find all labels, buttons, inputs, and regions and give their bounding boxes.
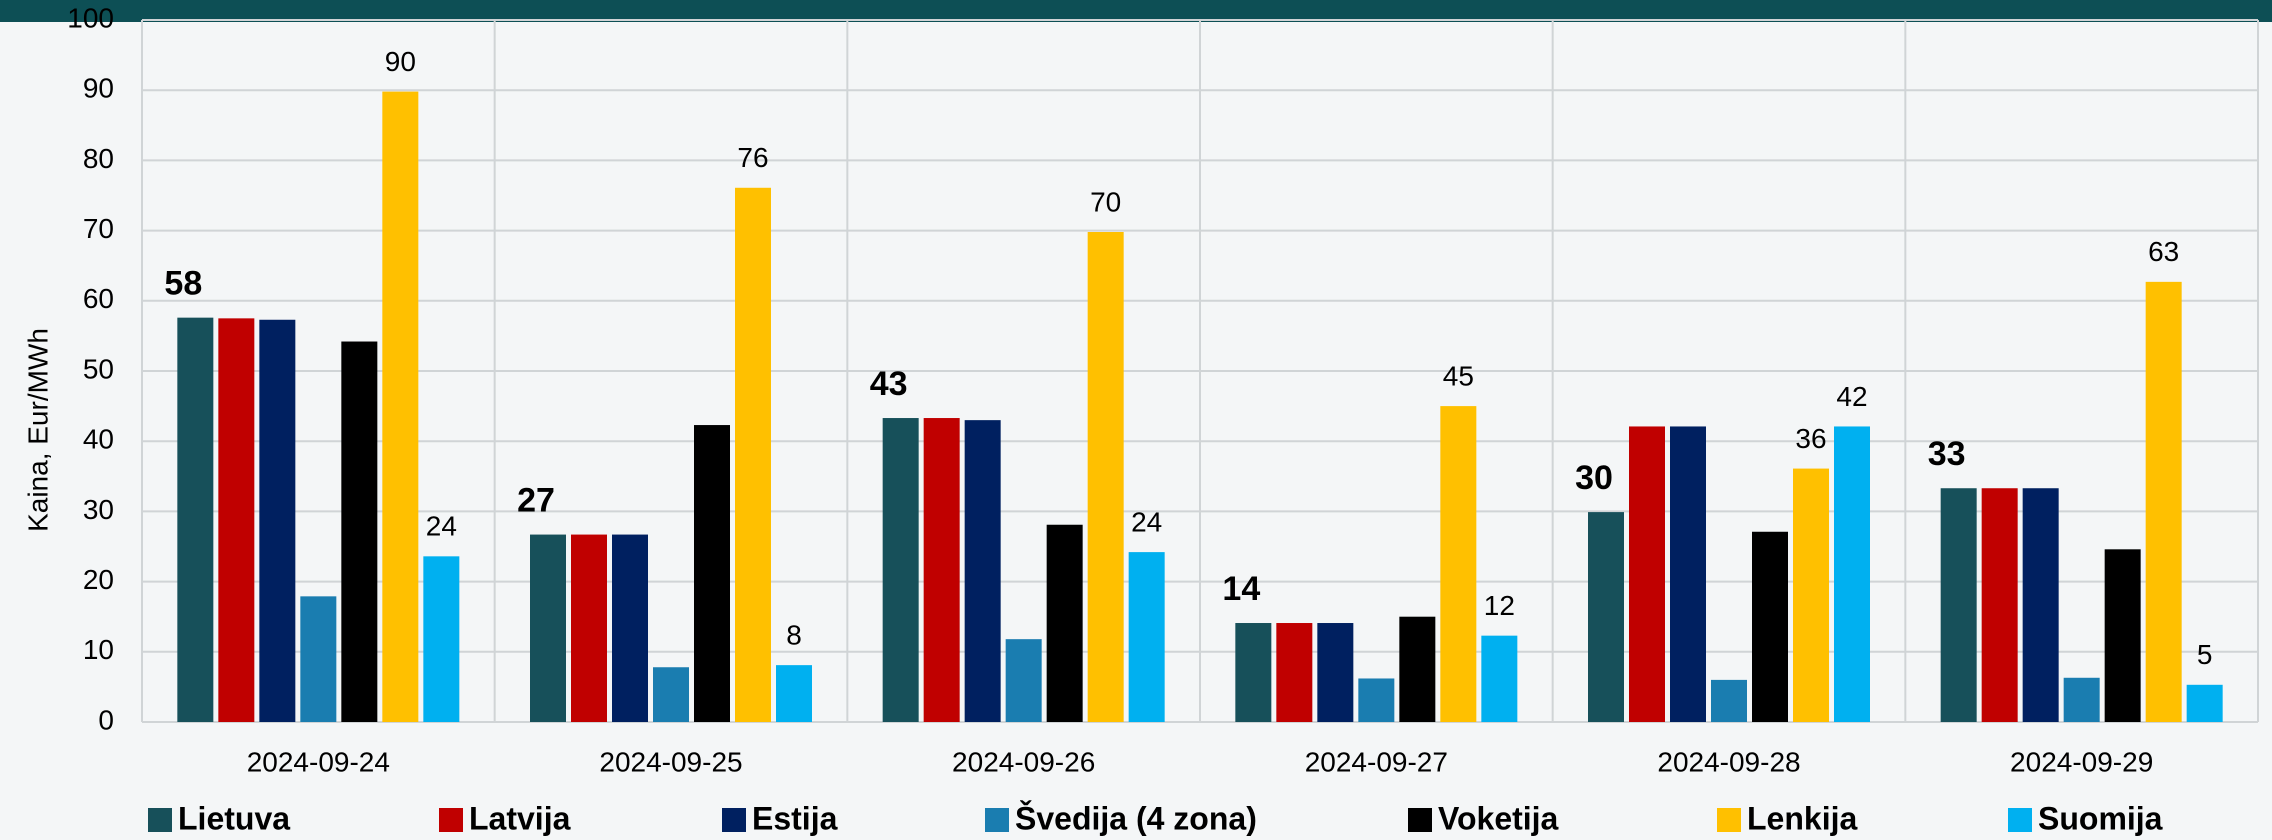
- y-tick-label: 40: [83, 424, 114, 455]
- data-label: 58: [164, 265, 202, 303]
- legend-label: Suomija: [2038, 800, 2163, 836]
- bar: [2145, 281, 2182, 722]
- data-label: 90: [385, 46, 416, 77]
- bar: [1087, 232, 1124, 722]
- bar: [1793, 468, 1829, 722]
- data-label: 24: [1131, 507, 1162, 538]
- x-tick-label: 2024-09-28: [1657, 746, 1800, 777]
- bar: [1317, 623, 1354, 722]
- data-label: 45: [1443, 360, 1474, 391]
- bar: [177, 317, 214, 722]
- x-tick-label: 2024-09-27: [1305, 746, 1448, 777]
- legend-label: Lietuva: [178, 800, 290, 836]
- bar: [776, 665, 812, 722]
- legend-label: Estija: [752, 800, 838, 836]
- bar: [1711, 679, 1747, 722]
- bar: [882, 418, 919, 722]
- y-tick-label: 50: [83, 353, 114, 384]
- x-tick-label: 2024-09-29: [2010, 746, 2153, 777]
- y-tick-label: 10: [83, 634, 114, 665]
- bar: [1276, 623, 1313, 722]
- bar: [1235, 623, 1272, 722]
- bar: [1629, 426, 1665, 722]
- data-label: 33: [1928, 435, 1966, 473]
- bar: [612, 534, 648, 722]
- bar: [341, 341, 378, 722]
- y-tick-label: 90: [83, 73, 114, 104]
- data-label: 43: [870, 365, 908, 403]
- bar: [1399, 616, 1436, 722]
- y-tick-label: 20: [83, 564, 114, 595]
- legend-swatch: [985, 808, 1009, 832]
- y-tick-label: 60: [83, 283, 114, 314]
- bar: [1981, 488, 2018, 722]
- y-axis-label: Kaina, Eur/MWh: [22, 328, 53, 532]
- data-label: 30: [1575, 459, 1613, 497]
- data-label: 70: [1090, 186, 1121, 217]
- bar: [1940, 488, 1977, 722]
- bar: [1440, 406, 1477, 722]
- bar: [2186, 684, 2223, 722]
- legend-swatch: [439, 808, 463, 832]
- legend-label: Lenkija: [1747, 800, 1857, 836]
- legend-label: Latvija: [469, 800, 571, 836]
- bar: [2104, 549, 2141, 722]
- bar: [2022, 488, 2059, 722]
- data-label: 76: [737, 142, 768, 173]
- bar: [1752, 531, 1788, 722]
- bar: [1670, 426, 1706, 722]
- bar: [259, 319, 296, 722]
- x-tick-label: 2024-09-24: [247, 746, 390, 777]
- y-tick-label: 80: [83, 143, 114, 174]
- y-tick-label: 70: [83, 213, 114, 244]
- data-label: 27: [517, 482, 555, 520]
- legend-label: Švedija (4 zona): [1015, 800, 1257, 836]
- legend-swatch: [148, 808, 172, 832]
- bar: [300, 596, 337, 722]
- data-label: 12: [1484, 590, 1515, 621]
- x-tick-label: 2024-09-25: [599, 746, 742, 777]
- legend-swatch: [722, 808, 746, 832]
- bar: [1588, 512, 1624, 722]
- data-label: 5: [2197, 639, 2213, 670]
- bar: [530, 534, 566, 722]
- bar: [1005, 639, 1042, 722]
- bar: [382, 91, 419, 722]
- bar: [1046, 524, 1083, 722]
- bar: [1481, 635, 1518, 722]
- bar: [2063, 677, 2100, 722]
- legend-swatch: [1717, 808, 1741, 832]
- bar: [218, 318, 255, 722]
- legend-label: Voketija: [1438, 800, 1559, 836]
- bar: [923, 418, 960, 722]
- bar: [653, 667, 689, 722]
- header-band: [0, 0, 2272, 22]
- x-tick-label: 2024-09-26: [952, 746, 1095, 777]
- legend-swatch: [2008, 808, 2032, 832]
- legend-swatch: [1408, 808, 1432, 832]
- y-tick-label: 30: [83, 494, 114, 525]
- y-tick-label: 100: [67, 2, 114, 33]
- bar: [964, 420, 1001, 722]
- data-label: 8: [786, 620, 802, 651]
- bar: [1834, 426, 1870, 722]
- bar: [571, 534, 607, 722]
- data-label: 24: [426, 511, 457, 542]
- bar: [1128, 552, 1165, 722]
- y-tick-label: 0: [98, 704, 114, 735]
- data-label: 14: [1222, 570, 1260, 608]
- data-label: 42: [1836, 381, 1867, 412]
- bar: [1358, 678, 1395, 722]
- bar: [694, 425, 730, 722]
- bar: [735, 187, 771, 722]
- data-label: 63: [2148, 236, 2179, 267]
- data-label: 36: [1795, 423, 1826, 454]
- bar: [423, 556, 460, 722]
